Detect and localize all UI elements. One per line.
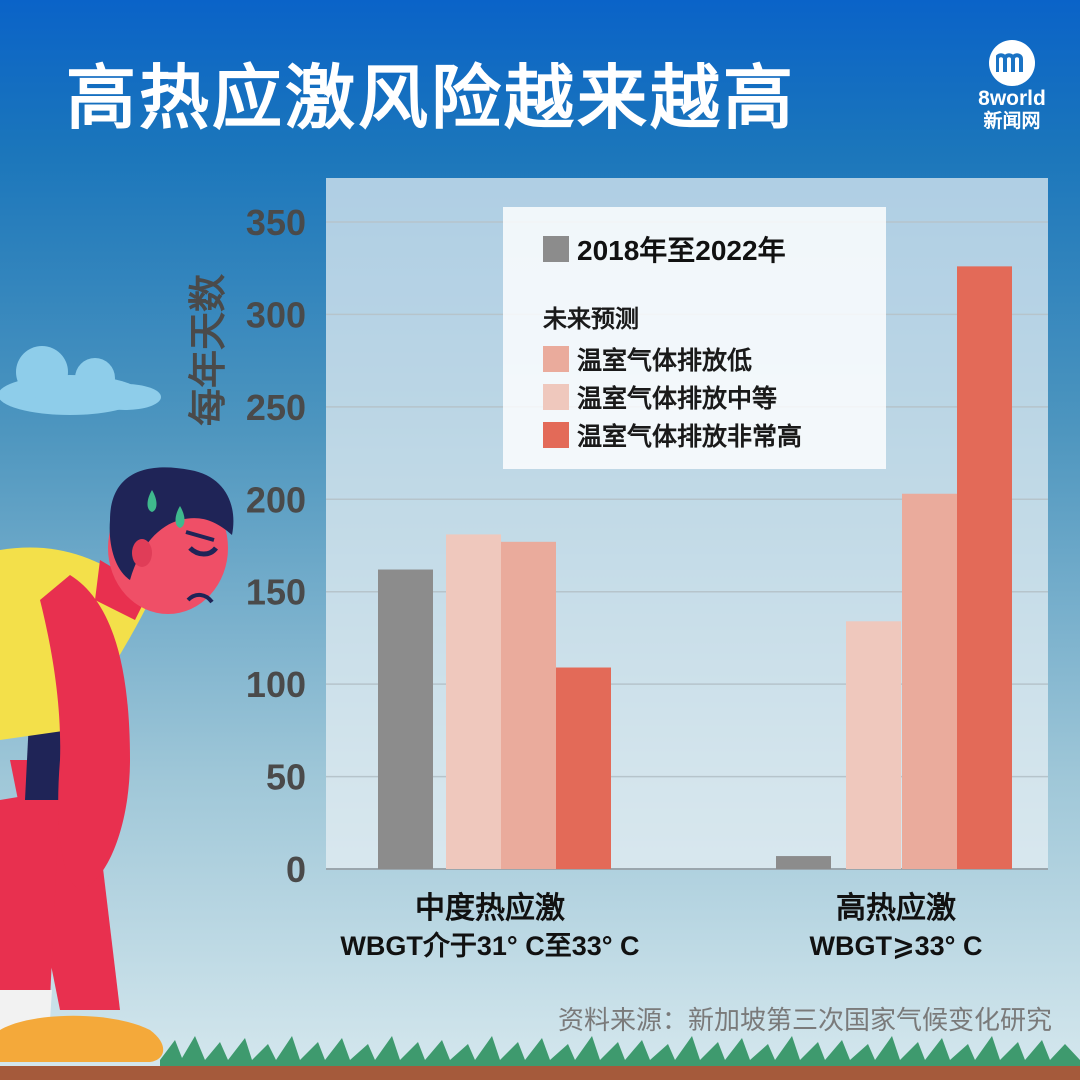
bars bbox=[378, 266, 1012, 869]
legend-label-low: 温室气体排放低 bbox=[577, 346, 753, 375]
category-name: 中度热应激 bbox=[415, 891, 565, 926]
category-name: 高热应激 bbox=[836, 891, 956, 926]
y-tick-label: 100 bbox=[246, 664, 306, 705]
tired-runner-illustration bbox=[0, 467, 234, 1062]
y-tick-label: 0 bbox=[286, 849, 306, 890]
chart-legend: 2018年至2022年 未来预测 温室气体排放低 温室气体排放中等 温室气体排放… bbox=[503, 207, 886, 469]
bar bbox=[446, 534, 501, 869]
bar bbox=[501, 541, 556, 869]
bar bbox=[957, 266, 1012, 869]
category-label-moderate: 中度热应激 WBGT介于31° C至33° C bbox=[300, 890, 680, 964]
legend-swatch-very-high bbox=[543, 422, 569, 448]
y-tick-label: 250 bbox=[246, 387, 306, 428]
bar bbox=[556, 667, 611, 869]
category-label-high: 高热应激 WBGT⩾33° C bbox=[716, 890, 1076, 964]
category-sub: WBGT介于31° C至33° C bbox=[340, 931, 640, 961]
y-tick-label: 150 bbox=[246, 572, 306, 613]
page-title: 高热应激风险越来越高 bbox=[66, 57, 796, 139]
legend-item-very-high: 温室气体排放非常高 bbox=[543, 417, 802, 453]
bar bbox=[846, 621, 901, 869]
cloud-illustration bbox=[0, 346, 161, 415]
legend-swatch-medium bbox=[543, 384, 569, 410]
legend-future-heading: 未来预测 bbox=[543, 305, 639, 333]
legend-label-historical: 2018年至2022年 bbox=[577, 235, 786, 266]
y-tick-label: 300 bbox=[246, 294, 306, 335]
bar bbox=[378, 569, 433, 869]
legend-swatch-historical bbox=[543, 236, 569, 262]
source-note: 资料来源：新加坡第三次国家气候变化研究 bbox=[557, 1006, 1052, 1036]
legend-item-medium: 温室气体排放中等 bbox=[543, 379, 777, 415]
bar bbox=[902, 493, 957, 869]
legend-item-low: 温室气体排放低 bbox=[543, 341, 752, 377]
logo-mark-icon bbox=[989, 40, 1035, 86]
bar bbox=[776, 856, 831, 869]
grass-illustration bbox=[0, 1036, 1080, 1080]
y-axis: 0 50 100 150 200 250 300 350 bbox=[246, 202, 306, 890]
legend-label-very-high: 温室气体排放非常高 bbox=[577, 422, 803, 451]
y-tick-label: 50 bbox=[266, 757, 306, 798]
brand-logo: 8world 新闻网 bbox=[970, 40, 1054, 132]
logo-brand-text: 8world bbox=[978, 87, 1046, 110]
logo-sub-text: 新闻网 bbox=[983, 110, 1041, 132]
y-tick-label: 350 bbox=[246, 202, 306, 243]
legend-swatch-low bbox=[543, 346, 569, 372]
y-tick-label: 200 bbox=[246, 479, 306, 520]
y-axis-title: 每年天数 bbox=[186, 274, 230, 426]
legend-item-historical: 2018年至2022年 bbox=[543, 229, 786, 269]
category-sub: WBGT⩾33° C bbox=[809, 931, 983, 961]
legend-label-medium: 温室气体排放中等 bbox=[577, 384, 778, 413]
